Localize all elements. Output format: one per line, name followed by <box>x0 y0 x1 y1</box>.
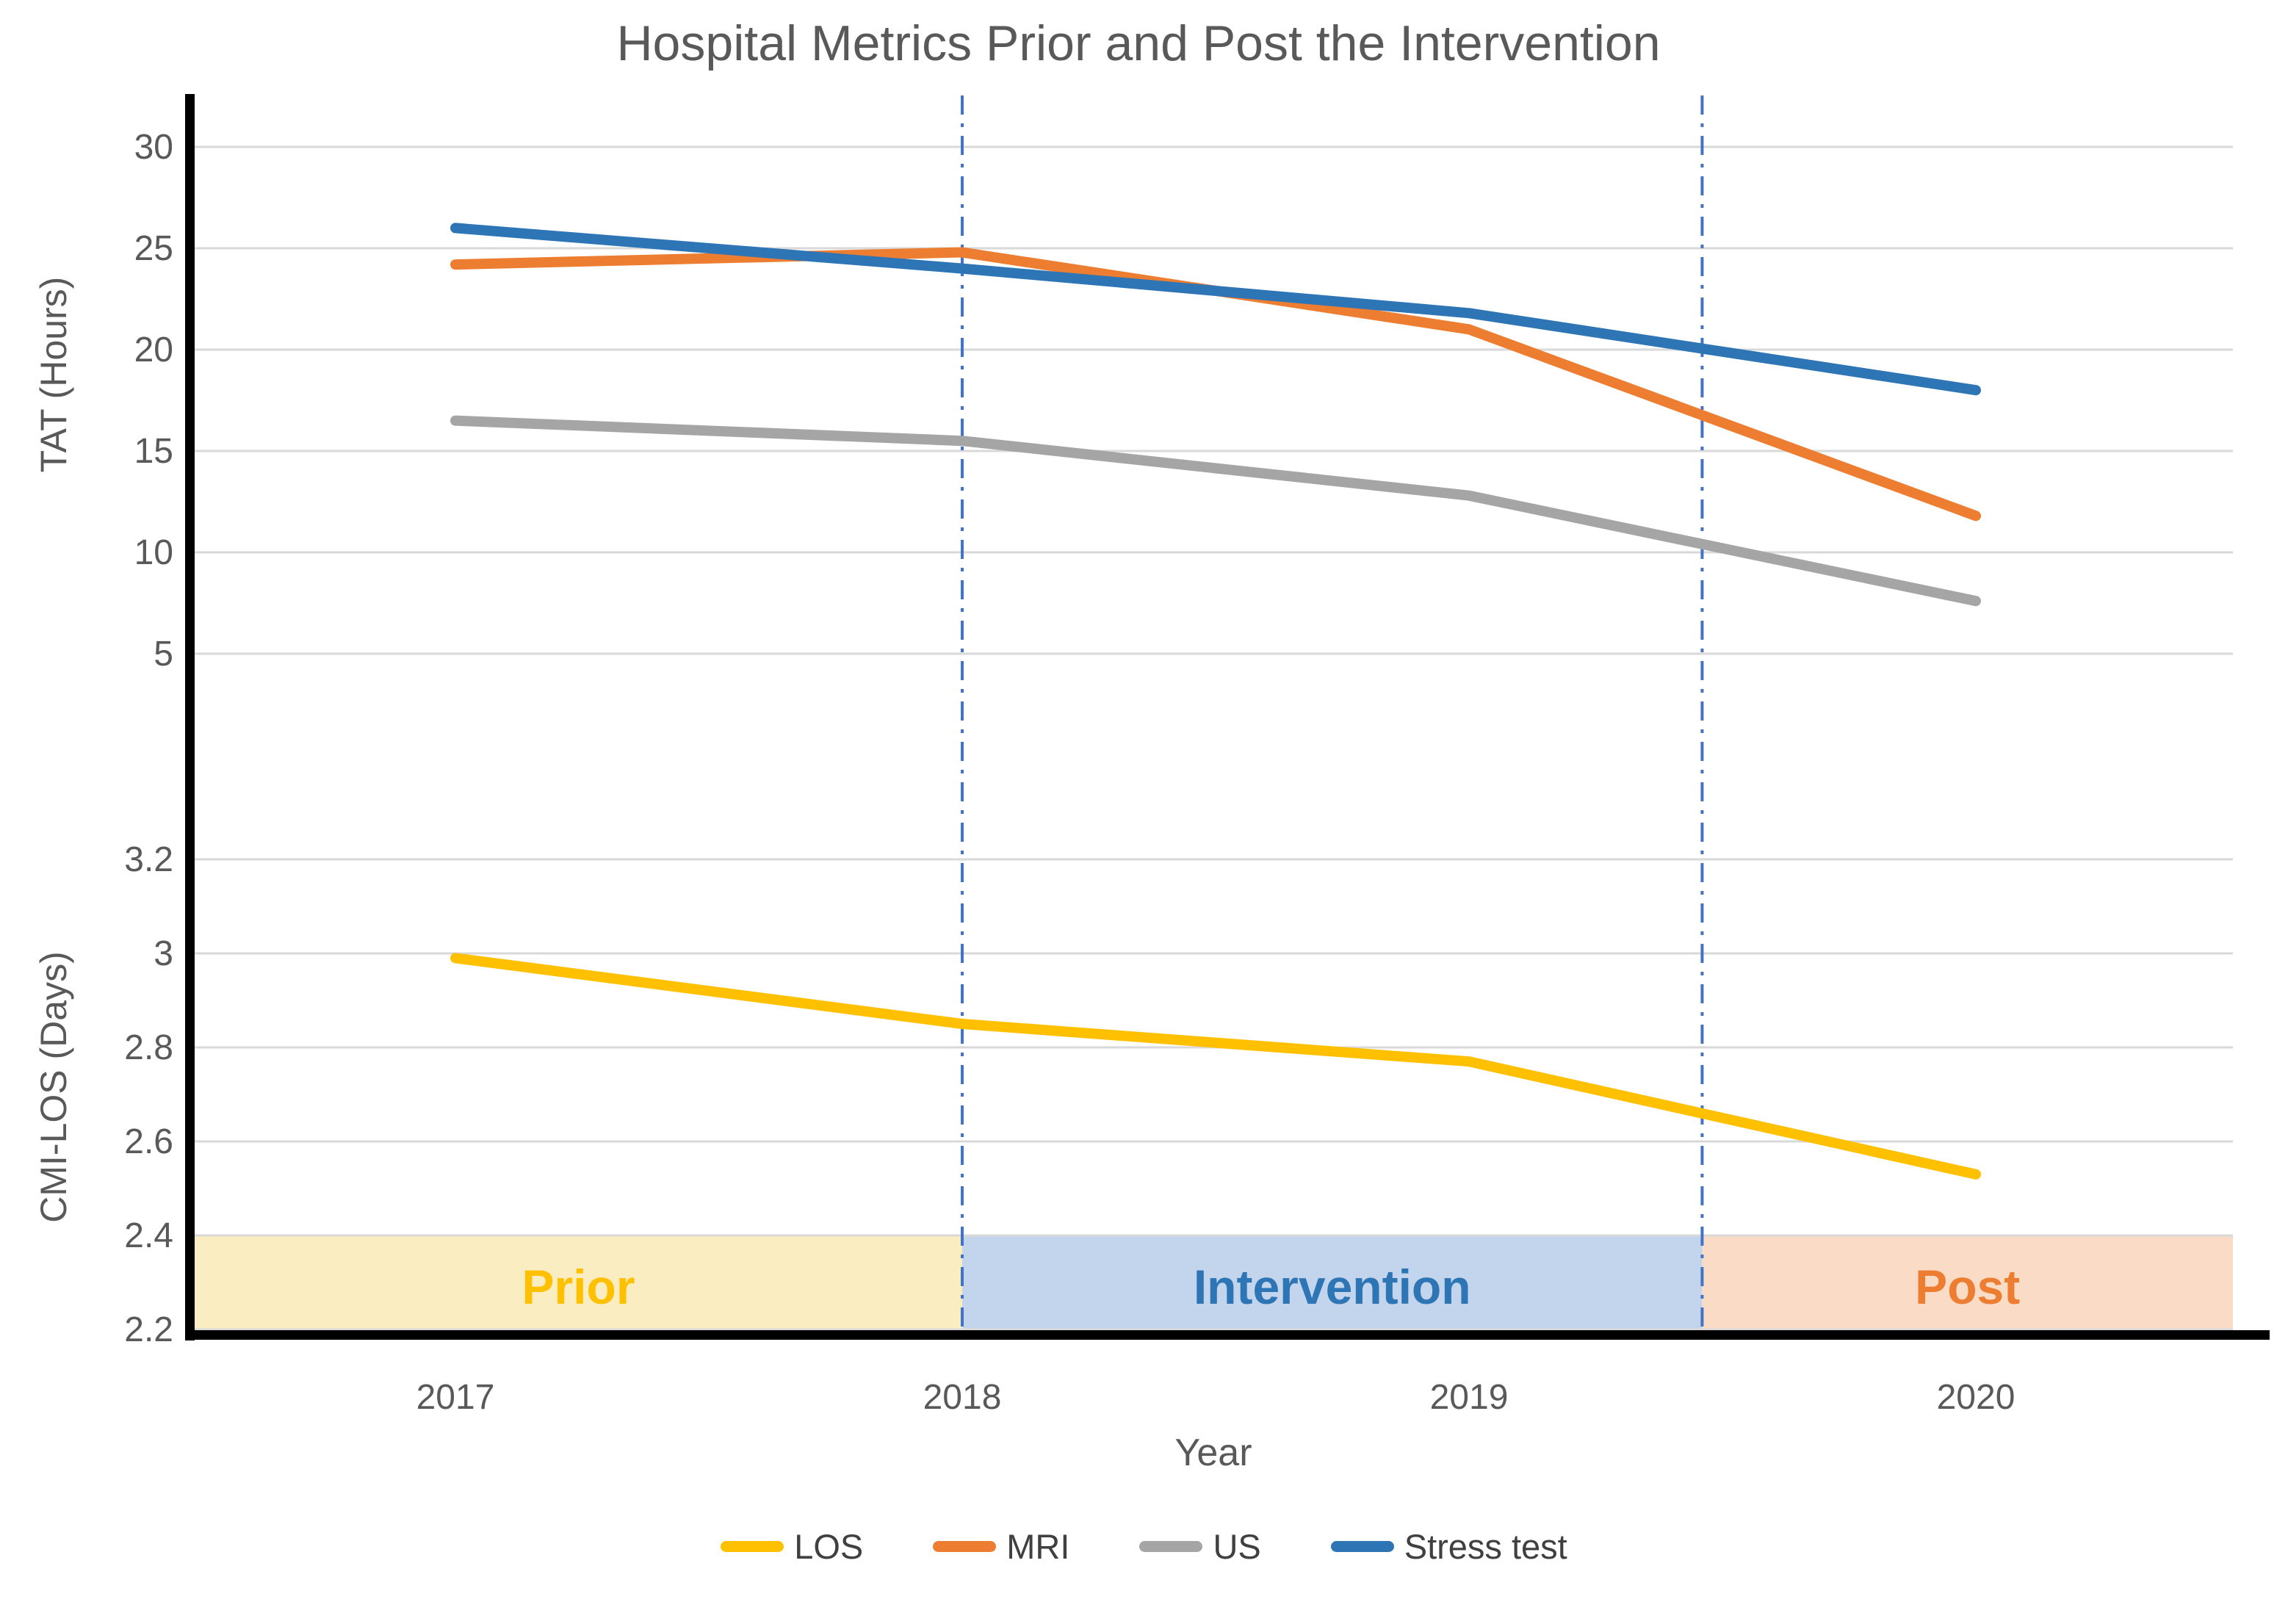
tat-axis-title: TAT (Hours) <box>33 277 74 473</box>
legend-item-los: LOS <box>721 1526 863 1567</box>
cmi-tick-label-3: 3 <box>154 934 173 973</box>
legend-item-us: US <box>1139 1526 1261 1567</box>
series-line-us <box>450 415 1981 607</box>
legend-item-mri: MRI <box>933 1526 1069 1567</box>
legend-swatch-icon <box>1330 1541 1394 1552</box>
legend-label: Stress test <box>1404 1527 1567 1566</box>
chart-title: Hospital Metrics Prior and Post the Inte… <box>616 15 1660 71</box>
series-lines <box>450 223 1981 1180</box>
cmi-axis-title: CMI-LOS (Days) <box>33 951 74 1222</box>
legend-item-stress-test: Stress test <box>1330 1526 1567 1567</box>
cmi-tick-label-3.2: 3.2 <box>124 840 173 879</box>
phase-label-intervention: Intervention <box>1194 1260 1471 1314</box>
tat-tick-label-15: 15 <box>134 432 173 471</box>
y-axis-line <box>185 94 195 1340</box>
phase-label-prior: Prior <box>522 1260 635 1314</box>
gridlines <box>195 145 2233 1331</box>
legend-swatch-icon <box>933 1541 997 1552</box>
phase-labels: Prior Intervention Post <box>522 1260 2020 1314</box>
year-label-2019: 2019 <box>1430 1378 1509 1417</box>
cmi-tick-label-2.4: 2.4 <box>124 1216 173 1255</box>
x-axis-line <box>185 1330 2270 1340</box>
cmi-tick-label-2.6: 2.6 <box>124 1122 173 1161</box>
series-line-los <box>450 953 1981 1180</box>
phase-band-post <box>1702 1235 2233 1331</box>
x-axis-title: Year <box>1174 1432 1252 1474</box>
legend-swatch-icon <box>721 1541 784 1552</box>
phase-label-post: Post <box>1915 1260 2020 1314</box>
tat-tick-label-25: 25 <box>134 229 173 268</box>
cmi-tick-label-2.2: 2.2 <box>124 1310 173 1349</box>
phase-bands <box>195 1235 2233 1331</box>
legend-label: LOS <box>794 1527 864 1566</box>
series-line-stress-test <box>450 223 1981 396</box>
legend: LOS MRI US Stress test <box>0 1526 2288 1567</box>
legend-label: MRI <box>1006 1527 1070 1566</box>
year-label-2020: 2020 <box>1937 1378 2015 1417</box>
axis-tick-labels: 30 25 20 15 10 5 3.2 3 2.8 2.6 2.4 2.2 <box>124 128 173 1349</box>
tat-tick-label-30: 30 <box>134 128 173 167</box>
phase-divider-lines <box>961 95 1704 1331</box>
tat-tick-label-20: 20 <box>134 331 173 369</box>
cmi-tick-label-2.8: 2.8 <box>124 1028 173 1067</box>
tat-tick-label-5: 5 <box>154 635 173 674</box>
phase-band-intervention <box>962 1235 1703 1331</box>
year-label-2017: 2017 <box>416 1378 495 1417</box>
legend-label: US <box>1213 1527 1261 1566</box>
phase-band-prior <box>195 1235 962 1331</box>
year-tick-labels: 2017 2018 2019 2020 <box>416 1378 2015 1417</box>
year-label-2018: 2018 <box>923 1378 1002 1417</box>
tat-tick-label-10: 10 <box>134 533 173 572</box>
legend-swatch-icon <box>1139 1541 1203 1552</box>
